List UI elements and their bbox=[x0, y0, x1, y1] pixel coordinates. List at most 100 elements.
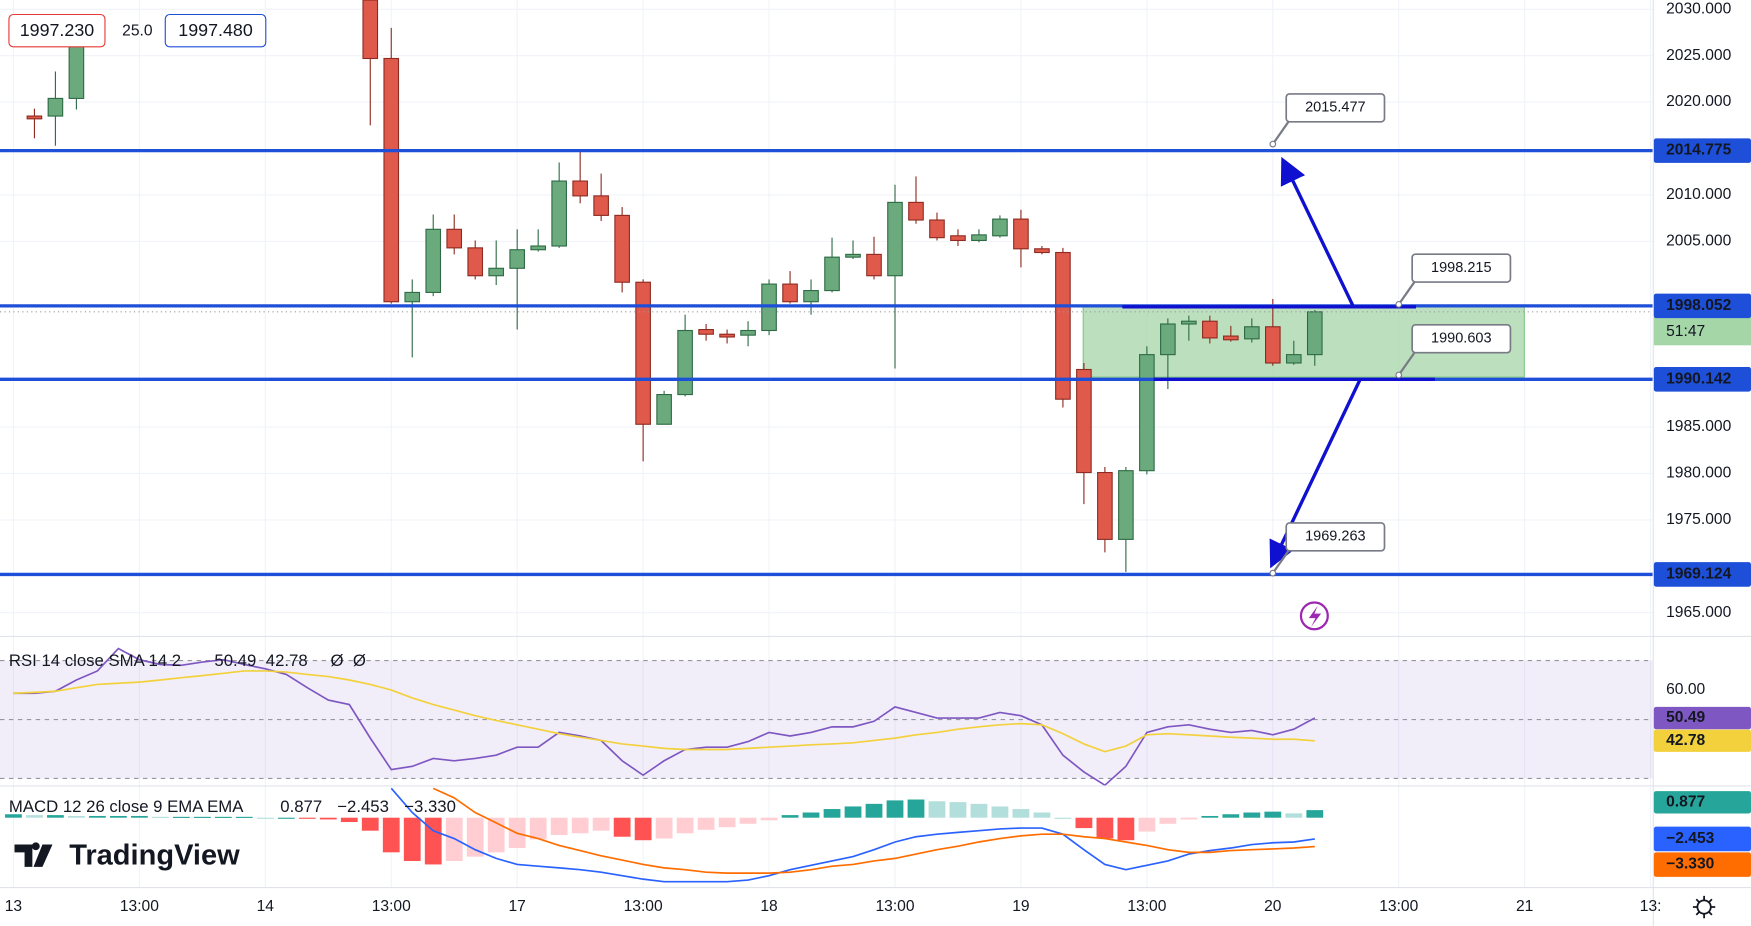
histogram-bar bbox=[991, 806, 1009, 818]
legend-value: −2.453 bbox=[337, 797, 389, 816]
histogram-bar bbox=[88, 815, 106, 818]
callout-connector bbox=[1397, 352, 1416, 376]
callout-anchor bbox=[1395, 371, 1403, 379]
candle-body bbox=[866, 253, 882, 277]
candle-body bbox=[404, 291, 421, 303]
legend-value: 50.49 bbox=[214, 651, 256, 670]
histogram-bar bbox=[634, 817, 652, 841]
callout-anchor bbox=[1269, 569, 1277, 577]
x-tick-label: 13:00 bbox=[624, 898, 663, 915]
candle-body bbox=[1034, 248, 1050, 254]
candle-body bbox=[1097, 471, 1113, 540]
histogram-bar bbox=[907, 799, 925, 818]
level-label: 2014.775 bbox=[1666, 142, 1731, 159]
spread: 25.0 bbox=[122, 22, 153, 39]
callout-box bbox=[1285, 522, 1386, 552]
histogram-bar bbox=[130, 815, 148, 818]
histogram-bar bbox=[718, 817, 736, 828]
candle-body bbox=[740, 329, 756, 336]
callouts: 2015.477 1998.215 1990.603 1969.263 bbox=[1269, 93, 1512, 577]
candle-body bbox=[446, 228, 463, 249]
y-tick-label: 1975.000 bbox=[1666, 511, 1731, 528]
histogram-bar bbox=[1138, 817, 1156, 832]
candle-body bbox=[1013, 218, 1029, 250]
candle-body bbox=[614, 214, 630, 283]
candle-body bbox=[425, 228, 442, 293]
macd-line bbox=[432, 787, 1315, 874]
level-label: 1969.124 bbox=[1666, 566, 1731, 583]
histogram-bar bbox=[1159, 817, 1177, 824]
rsi-pane bbox=[0, 647, 1653, 786]
histogram-bar bbox=[193, 816, 211, 818]
histogram-bar bbox=[382, 817, 400, 853]
x-tick-label: 13:00 bbox=[1379, 898, 1418, 915]
candle-body bbox=[1223, 335, 1239, 341]
histogram-bar bbox=[550, 817, 568, 836]
candle-body bbox=[509, 249, 526, 269]
histogram-bar bbox=[235, 816, 253, 818]
alert-icon[interactable] bbox=[1299, 601, 1329, 631]
callout-anchor bbox=[1269, 140, 1277, 148]
indicator-title: MACD 12 26 close 9 EMA EMA bbox=[9, 797, 244, 816]
callout-box bbox=[1285, 93, 1386, 123]
histogram-bar bbox=[1306, 810, 1324, 818]
histogram-bar bbox=[949, 802, 967, 818]
bid-badge[interactable] bbox=[8, 13, 106, 48]
histogram-bar bbox=[1201, 815, 1219, 818]
histogram-bar bbox=[1222, 814, 1240, 818]
rsi-value-badge-bg bbox=[1653, 729, 1751, 752]
histogram-bar bbox=[5, 814, 22, 818]
legend-value: 42.78 bbox=[266, 651, 308, 670]
candle-body bbox=[1306, 311, 1323, 356]
candle-body bbox=[1285, 354, 1302, 364]
legend-value: −3.330 bbox=[404, 797, 456, 816]
callout-label: 2015.477 bbox=[1305, 100, 1366, 116]
candle-body bbox=[845, 253, 861, 258]
histogram-bar bbox=[68, 815, 85, 818]
indicator-title: RSI 14 close SMA 14 2 bbox=[9, 651, 181, 670]
candle-body bbox=[1118, 470, 1134, 540]
x-tick-label: 21 bbox=[1516, 898, 1533, 915]
callout-box bbox=[1411, 323, 1512, 354]
candle-body bbox=[383, 57, 400, 303]
macd-value-badge: 0.877 bbox=[1666, 793, 1705, 810]
brand-logo bbox=[14, 842, 53, 867]
histogram-bar bbox=[256, 817, 274, 819]
candle-body bbox=[1076, 368, 1092, 474]
histogram-bar bbox=[466, 817, 484, 857]
candle-body bbox=[488, 267, 505, 277]
candle-body bbox=[362, 0, 379, 60]
candle-body bbox=[824, 256, 840, 292]
level-label-bg bbox=[1653, 367, 1751, 392]
candle-body bbox=[572, 180, 588, 197]
macd-value-badge-bg bbox=[1653, 852, 1751, 877]
histogram-bar bbox=[1054, 817, 1072, 819]
y-tick-label: 60.00 bbox=[1666, 681, 1705, 698]
histogram-bar bbox=[1264, 811, 1282, 818]
candle-body bbox=[677, 329, 693, 396]
histogram-bar bbox=[802, 812, 820, 818]
histogram-bar bbox=[319, 817, 337, 820]
x-tick-label: 20 bbox=[1264, 898, 1282, 915]
histogram-bar bbox=[109, 815, 127, 818]
histogram-bar bbox=[781, 815, 799, 818]
candle-body bbox=[971, 234, 987, 242]
brand-name: TradingView bbox=[69, 840, 240, 872]
x-tick-label: 17 bbox=[508, 898, 525, 915]
callout-box bbox=[1411, 253, 1512, 283]
candle-body bbox=[635, 281, 651, 425]
candle-body bbox=[950, 235, 966, 242]
y-tick-label: 2005.000 bbox=[1666, 233, 1731, 250]
ask-badge[interactable] bbox=[164, 13, 267, 48]
histogram-bar bbox=[655, 817, 673, 839]
histogram-bar bbox=[676, 817, 694, 834]
candle-body bbox=[887, 201, 903, 277]
rsi-value-badge: 42.78 bbox=[1666, 732, 1705, 749]
candle-body bbox=[698, 329, 714, 335]
histogram-bar bbox=[1243, 812, 1261, 818]
level-label-bg bbox=[1653, 138, 1751, 163]
callout-anchor bbox=[1395, 301, 1403, 308]
candle-body bbox=[1160, 323, 1176, 356]
histogram-bar bbox=[844, 806, 862, 818]
